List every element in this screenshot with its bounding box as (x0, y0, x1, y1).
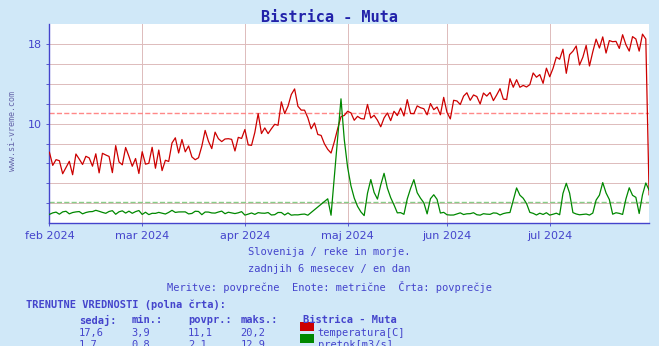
Text: 0,8: 0,8 (132, 340, 150, 346)
Text: Bistrica - Muta: Bistrica - Muta (261, 10, 398, 25)
Text: 11,1: 11,1 (188, 328, 213, 338)
Text: 20,2: 20,2 (241, 328, 266, 338)
Text: Bistrica - Muta: Bistrica - Muta (303, 315, 397, 325)
Text: www.si-vreme.com: www.si-vreme.com (8, 91, 17, 172)
Text: 12,9: 12,9 (241, 340, 266, 346)
Text: Slovenija / reke in morje.: Slovenija / reke in morje. (248, 247, 411, 257)
Text: maks.:: maks.: (241, 315, 278, 325)
Text: 2,1: 2,1 (188, 340, 206, 346)
Text: zadnjih 6 mesecev / en dan: zadnjih 6 mesecev / en dan (248, 264, 411, 274)
Text: min.:: min.: (132, 315, 163, 325)
Text: 1,7: 1,7 (79, 340, 98, 346)
Text: temperatura[C]: temperatura[C] (318, 328, 405, 338)
Text: TRENUTNE VREDNOSTI (polna črta):: TRENUTNE VREDNOSTI (polna črta): (26, 299, 226, 310)
Text: povpr.:: povpr.: (188, 315, 231, 325)
Text: pretok[m3/s]: pretok[m3/s] (318, 340, 393, 346)
Text: 17,6: 17,6 (79, 328, 104, 338)
Text: Meritve: povprečne  Enote: metrične  Črta: povprečje: Meritve: povprečne Enote: metrične Črta:… (167, 281, 492, 293)
Text: sedaj:: sedaj: (79, 315, 117, 326)
Text: 3,9: 3,9 (132, 328, 150, 338)
